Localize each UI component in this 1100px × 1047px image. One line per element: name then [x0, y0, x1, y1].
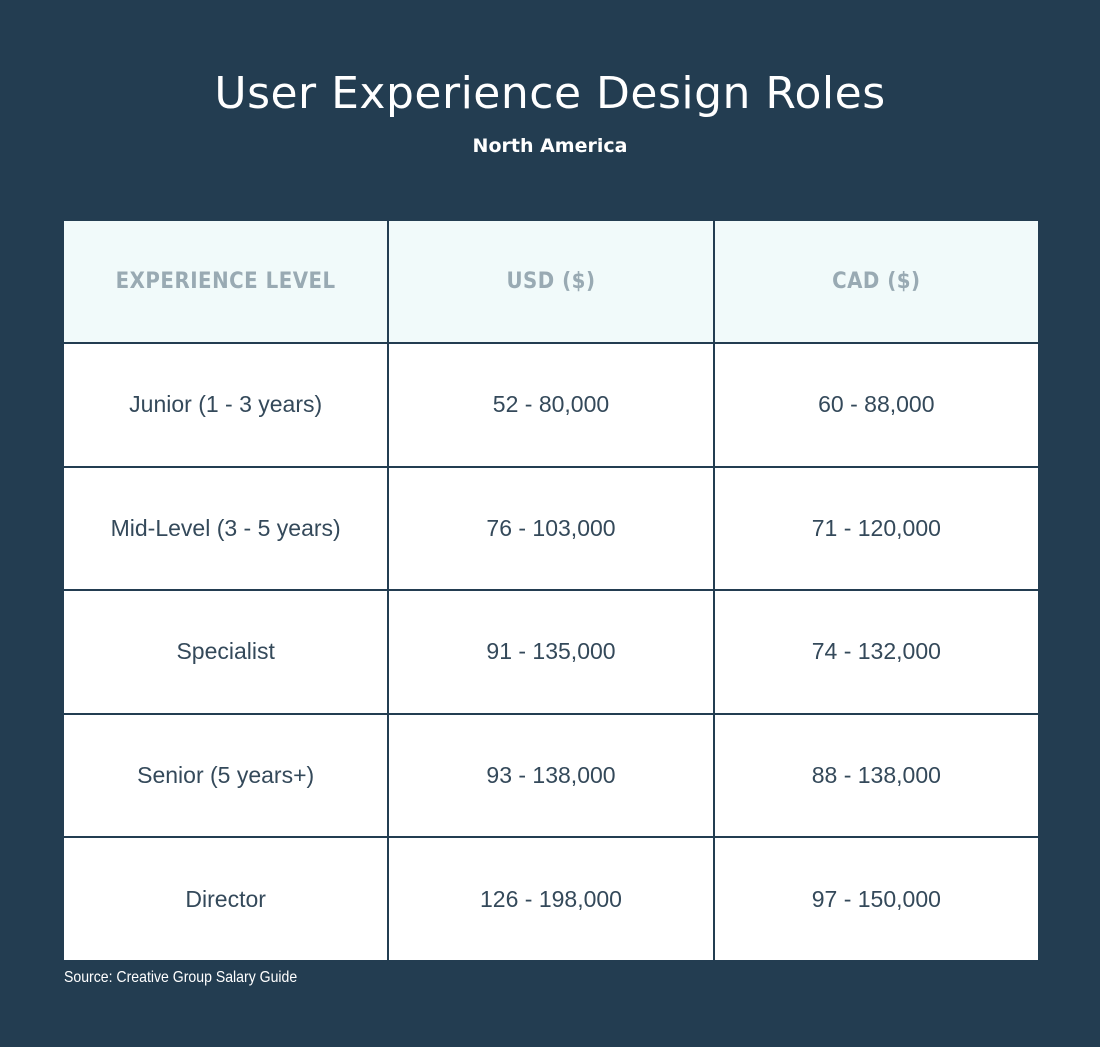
column-header-usd: USD ($)	[387, 219, 715, 344]
cad-range-cell: 88 - 138,000	[712, 712, 1041, 839]
table-row: Director 126 - 198,000 97 - 150,000	[61, 836, 1041, 962]
cad-range-cell: 97 - 150,000	[712, 836, 1041, 962]
usd-range-cell: 76 - 103,000	[387, 465, 715, 592]
table-header-row: EXPERIENCE LEVEL USD ($) CAD ($)	[61, 219, 1041, 344]
column-header-cad: CAD ($)	[712, 219, 1041, 344]
usd-range-cell: 93 - 138,000	[387, 712, 715, 839]
experience-level-cell: Mid-Level (3 - 5 years)	[61, 465, 390, 592]
column-header-experience-level: EXPERIENCE LEVEL	[61, 219, 390, 344]
table-row: Senior (5 years+) 93 - 138,000 88 - 138,…	[61, 712, 1041, 839]
chart-title: User Experience Design Roles	[214, 68, 886, 119]
cad-range-cell: 60 - 88,000	[712, 342, 1041, 468]
usd-range-cell: 91 - 135,000	[387, 589, 715, 715]
experience-level-cell: Senior (5 years+)	[61, 712, 390, 839]
table-row: Mid-Level (3 - 5 years) 76 - 103,000 71 …	[61, 465, 1041, 592]
chart-subtitle: North America	[472, 135, 628, 157]
experience-level-cell: Junior (1 - 3 years)	[61, 342, 390, 468]
table-row: Specialist 91 - 135,000 74 - 132,000	[61, 589, 1041, 715]
source-note: Source: Creative Group Salary Guide	[64, 969, 298, 986]
usd-range-cell: 126 - 198,000	[387, 836, 715, 962]
experience-level-cell: Specialist	[61, 589, 390, 715]
usd-range-cell: 52 - 80,000	[387, 342, 715, 468]
cad-range-cell: 74 - 132,000	[712, 589, 1041, 715]
experience-level-cell: Director	[61, 836, 390, 962]
table-row: Junior (1 - 3 years) 52 - 80,000 60 - 88…	[61, 342, 1041, 468]
cad-range-cell: 71 - 120,000	[712, 465, 1041, 592]
salary-table: EXPERIENCE LEVEL USD ($) CAD ($) Junior …	[61, 219, 1041, 962]
